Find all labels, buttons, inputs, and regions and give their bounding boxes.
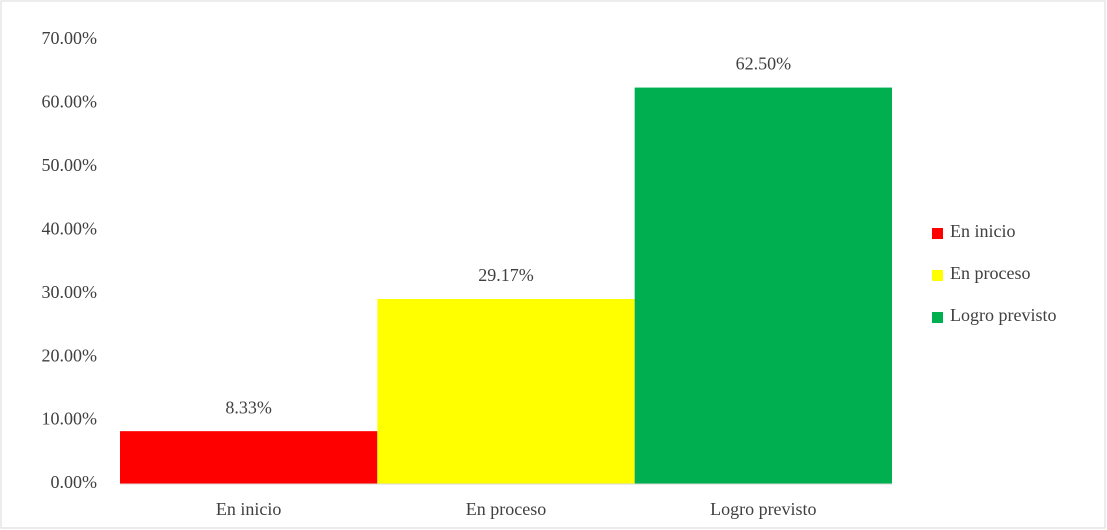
y-tick-label: 50.00% [42, 155, 98, 175]
legend-label: En proceso [950, 263, 1030, 283]
bar [634, 87, 892, 485]
y-tick-label: 40.00% [42, 218, 98, 238]
bar [377, 298, 635, 484]
data-label: 8.33% [225, 397, 272, 417]
legend-swatch [932, 312, 943, 323]
bar [120, 431, 378, 484]
y-tick-label: 10.00% [42, 409, 98, 429]
legend-label: En inicio [950, 221, 1016, 241]
x-tick-label: En inicio [216, 499, 282, 519]
data-label: 62.50% [736, 54, 792, 74]
legend-label: Logro previsto [950, 305, 1056, 325]
x-tick-label: Logro previsto [710, 499, 816, 519]
data-label: 29.17% [478, 265, 534, 285]
legend-swatch [932, 228, 943, 239]
legend-swatch [932, 270, 943, 281]
x-tick-label: En proceso [466, 499, 546, 519]
y-tick-label: 60.00% [42, 92, 98, 112]
y-tick-label: 30.00% [42, 282, 98, 302]
y-tick-label: 20.00% [42, 345, 98, 365]
y-tick-label: 70.00% [42, 28, 98, 48]
y-tick-label: 0.00% [51, 472, 98, 492]
